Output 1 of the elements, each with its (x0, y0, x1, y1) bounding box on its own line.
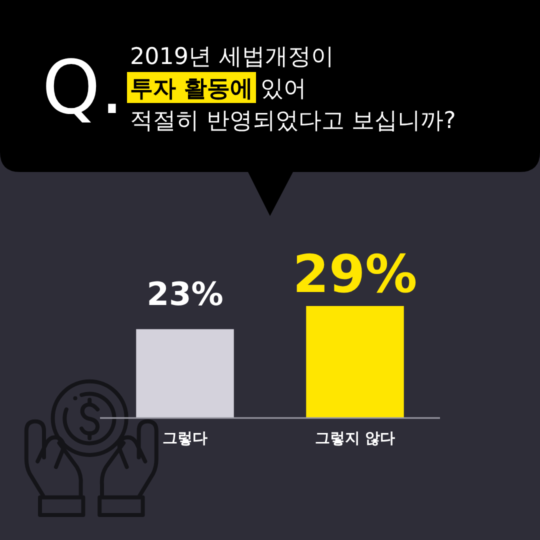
title: Q. (42, 45, 124, 131)
